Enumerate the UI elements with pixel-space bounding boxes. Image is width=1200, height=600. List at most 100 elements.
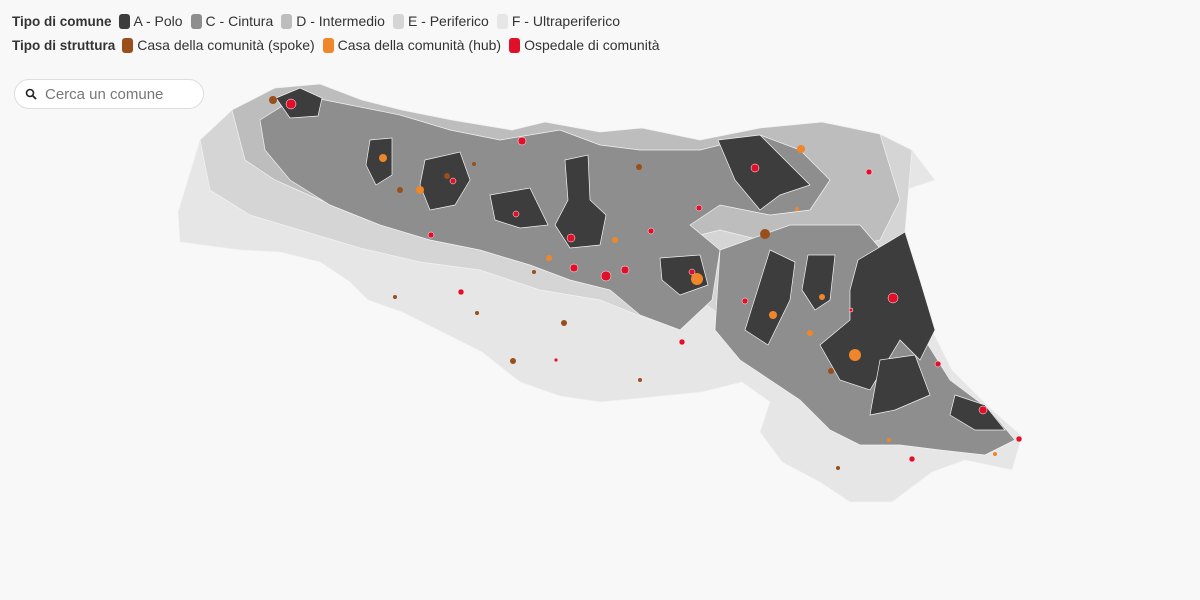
legend-item[interactable]: C - Cintura bbox=[190, 13, 274, 29]
municipality-area bbox=[717, 134, 811, 211]
legend-label: Casa della comunità (hub) bbox=[337, 37, 502, 53]
legend-label: Ospedale di comunità bbox=[524, 37, 660, 53]
facility-marker bbox=[416, 186, 424, 194]
facility-marker bbox=[512, 210, 520, 218]
municipality-area bbox=[199, 83, 921, 331]
legend-item[interactable]: Casa della comunità (spoke) bbox=[122, 37, 315, 53]
search-box[interactable]: Cerca un comune bbox=[14, 79, 204, 109]
facility-marker bbox=[475, 311, 479, 315]
legend-label: Casa della comunità (spoke) bbox=[137, 37, 315, 53]
municipality-area bbox=[801, 254, 836, 311]
facility-marker bbox=[612, 237, 618, 243]
facility-marker bbox=[566, 233, 576, 243]
facility-marker bbox=[828, 368, 834, 374]
legend-swatch bbox=[281, 13, 293, 29]
facility-marker bbox=[836, 466, 840, 470]
legend-item[interactable]: Casa della comunità (hub) bbox=[322, 37, 502, 53]
facility-marker bbox=[978, 405, 988, 415]
legend-label: D - Intermedio bbox=[296, 13, 385, 29]
municipality-area bbox=[259, 94, 831, 331]
legend-swatch bbox=[122, 37, 134, 53]
facility-marker bbox=[379, 154, 387, 162]
legend-label: A - Polo bbox=[133, 13, 183, 29]
facility-marker bbox=[865, 168, 873, 176]
search-icon bbox=[25, 88, 37, 100]
facility-marker bbox=[807, 330, 813, 336]
facility-marker bbox=[760, 229, 770, 239]
facility-marker bbox=[934, 360, 942, 368]
municipality-area bbox=[275, 87, 323, 119]
municipality-area bbox=[231, 83, 901, 261]
facility-marker bbox=[848, 307, 854, 313]
municipality-area bbox=[177, 83, 1023, 503]
facility-marker bbox=[691, 273, 703, 285]
legend-item[interactable]: D - Intermedio bbox=[281, 13, 385, 29]
facility-marker bbox=[449, 177, 457, 185]
facility-marker bbox=[636, 164, 642, 170]
legend-swatch bbox=[392, 13, 404, 29]
legend-title: Tipo di struttura bbox=[12, 37, 116, 53]
facility-marker bbox=[620, 265, 630, 275]
facility-marker bbox=[444, 173, 450, 179]
facility-marker bbox=[769, 311, 777, 319]
facility-marker bbox=[427, 231, 435, 239]
facility-marker bbox=[678, 338, 686, 346]
legend-item[interactable]: Ospedale di comunità bbox=[509, 37, 660, 53]
facility-marker bbox=[849, 349, 861, 361]
facility-marker bbox=[1015, 435, 1023, 443]
facility-marker bbox=[887, 438, 891, 442]
legend-swatch bbox=[190, 13, 202, 29]
legend-swatch bbox=[322, 37, 334, 53]
municipality-area bbox=[659, 254, 709, 296]
facility-marker bbox=[908, 455, 916, 463]
facility-marker bbox=[797, 145, 805, 153]
municipality-area bbox=[949, 394, 1006, 431]
legend-swatch bbox=[118, 13, 130, 29]
facility-marker bbox=[795, 207, 799, 211]
facility-marker bbox=[600, 270, 612, 282]
legend-title: Tipo di comune bbox=[12, 13, 112, 29]
facility-marker bbox=[546, 255, 552, 261]
facility-marker bbox=[819, 294, 825, 300]
facility-marker bbox=[638, 378, 642, 382]
municipality-area bbox=[819, 231, 936, 391]
facility-marker bbox=[553, 357, 559, 363]
search-placeholder: Cerca un comune bbox=[45, 85, 164, 103]
municipality-area bbox=[365, 137, 393, 186]
facility-marker bbox=[285, 98, 297, 110]
legend-swatch bbox=[496, 13, 508, 29]
legend-label: F - Ultraperiferico bbox=[511, 13, 620, 29]
facility-marker bbox=[688, 268, 696, 276]
facility-marker bbox=[750, 163, 760, 173]
facility-marker bbox=[517, 136, 527, 146]
legend-item[interactable]: A - Polo bbox=[118, 13, 183, 29]
municipality-area bbox=[869, 354, 931, 416]
facility-marker bbox=[569, 263, 579, 273]
legend-swatch bbox=[509, 37, 521, 53]
legend-item[interactable]: F - Ultraperiferico bbox=[496, 13, 620, 29]
municipality-area bbox=[744, 249, 796, 346]
legend-struttura: Tipo di struttura Casa della comunità (s… bbox=[12, 37, 668, 53]
facility-marker bbox=[561, 320, 567, 326]
municipality-area bbox=[714, 224, 1016, 456]
facility-marker bbox=[532, 270, 536, 274]
legend-item[interactable]: E - Periferico bbox=[392, 13, 489, 29]
legend-label: C - Cintura bbox=[205, 13, 274, 29]
facility-marker bbox=[993, 452, 997, 456]
legend-comune: Tipo di comune A - Polo C - Cintura D - In… bbox=[12, 13, 628, 29]
facility-marker bbox=[741, 297, 749, 305]
municipality-area bbox=[554, 154, 607, 249]
legend-label: E - Periferico bbox=[407, 13, 489, 29]
facility-marker bbox=[887, 292, 899, 304]
facility-marker bbox=[510, 358, 516, 364]
municipality-area bbox=[489, 187, 549, 229]
municipality-area bbox=[419, 151, 471, 211]
facility-marker bbox=[393, 295, 397, 299]
facility-marker bbox=[457, 288, 465, 296]
facility-marker bbox=[695, 204, 703, 212]
facility-marker bbox=[472, 162, 476, 166]
facility-marker bbox=[397, 187, 403, 193]
facility-marker bbox=[269, 96, 277, 104]
facility-marker bbox=[647, 227, 655, 235]
